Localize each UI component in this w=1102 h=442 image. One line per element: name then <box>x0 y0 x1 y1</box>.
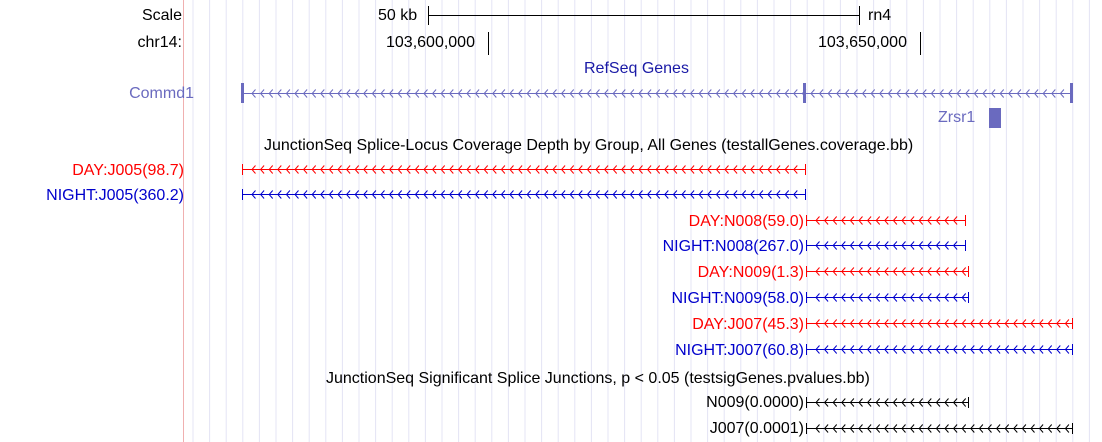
strand-chevrons <box>815 293 967 302</box>
coverage-label-night-j007[interactable]: NIGHT:J007(60.8) <box>675 342 804 359</box>
gene-commd1 <box>241 83 1073 103</box>
strand-chevrons <box>251 165 798 174</box>
strand-chevrons <box>815 241 958 250</box>
coverage-feature-0 <box>242 164 806 175</box>
significant-label-n009[interactable]: N009(0.0000) <box>706 394 804 411</box>
coverage-label-day-n008[interactable]: DAY:N008(59.0) <box>688 213 804 230</box>
coverage-label-day-n009[interactable]: DAY:N009(1.3) <box>697 264 804 281</box>
assembly-label: rn4 <box>868 7 892 24</box>
scale-label: Scale <box>141 7 182 24</box>
coverage-label-night-n009[interactable]: NIGHT:N009(58.0) <box>671 290 805 307</box>
coverage-label-night-n008[interactable]: NIGHT:N008(267.0) <box>662 238 804 255</box>
strand-chevrons <box>815 216 958 225</box>
strand-chevrons <box>815 424 1070 433</box>
strand-chevrons <box>251 89 1065 98</box>
coverage-feature-6 <box>806 318 1073 329</box>
significant-label-j007[interactable]: J007(0.0001) <box>709 420 804 437</box>
coverage-track-title: JunctionSeq Splice-Locus Coverage Depth … <box>264 137 914 154</box>
coverage-label-day-j005[interactable]: DAY:J005(98.7) <box>72 162 184 179</box>
strand-chevrons <box>815 398 967 407</box>
strand-chevrons <box>815 267 967 276</box>
position-label-2: 103,650,000 <box>818 34 907 51</box>
gene-commd1-label[interactable]: Commd1 <box>129 85 194 102</box>
position-label-1: 103,600,000 <box>386 34 475 51</box>
gene-zrsr1-block <box>989 108 1001 128</box>
strand-chevrons <box>815 319 1070 328</box>
exon-block <box>803 83 806 103</box>
coverage-feature-7 <box>806 344 1073 355</box>
coverage-feature-4 <box>806 266 969 277</box>
coverage-label-day-j007[interactable]: DAY:J007(45.3) <box>692 316 804 333</box>
exon-block <box>1070 83 1073 103</box>
scale-value: 50 kb <box>378 7 418 24</box>
coverage-feature-2 <box>806 215 966 226</box>
gene-zrsr1-label[interactable]: Zrsr1 <box>938 109 976 126</box>
chrom-label: chr14: <box>137 34 182 51</box>
significant-feature-1 <box>806 423 1073 434</box>
significant-feature-0 <box>806 397 969 408</box>
significant-track-title: JunctionSeq Significant Splice Junctions… <box>326 370 870 387</box>
strand-chevrons <box>815 345 1070 354</box>
coverage-feature-5 <box>806 292 969 303</box>
strand-chevrons <box>251 190 798 199</box>
coverage-feature-1 <box>242 189 806 200</box>
coverage-label-night-j005[interactable]: NIGHT:J005(360.2) <box>46 187 184 204</box>
refseq-track-title: RefSeq Genes <box>584 60 689 77</box>
exon-block <box>241 83 244 103</box>
coverage-feature-3 <box>806 240 966 251</box>
